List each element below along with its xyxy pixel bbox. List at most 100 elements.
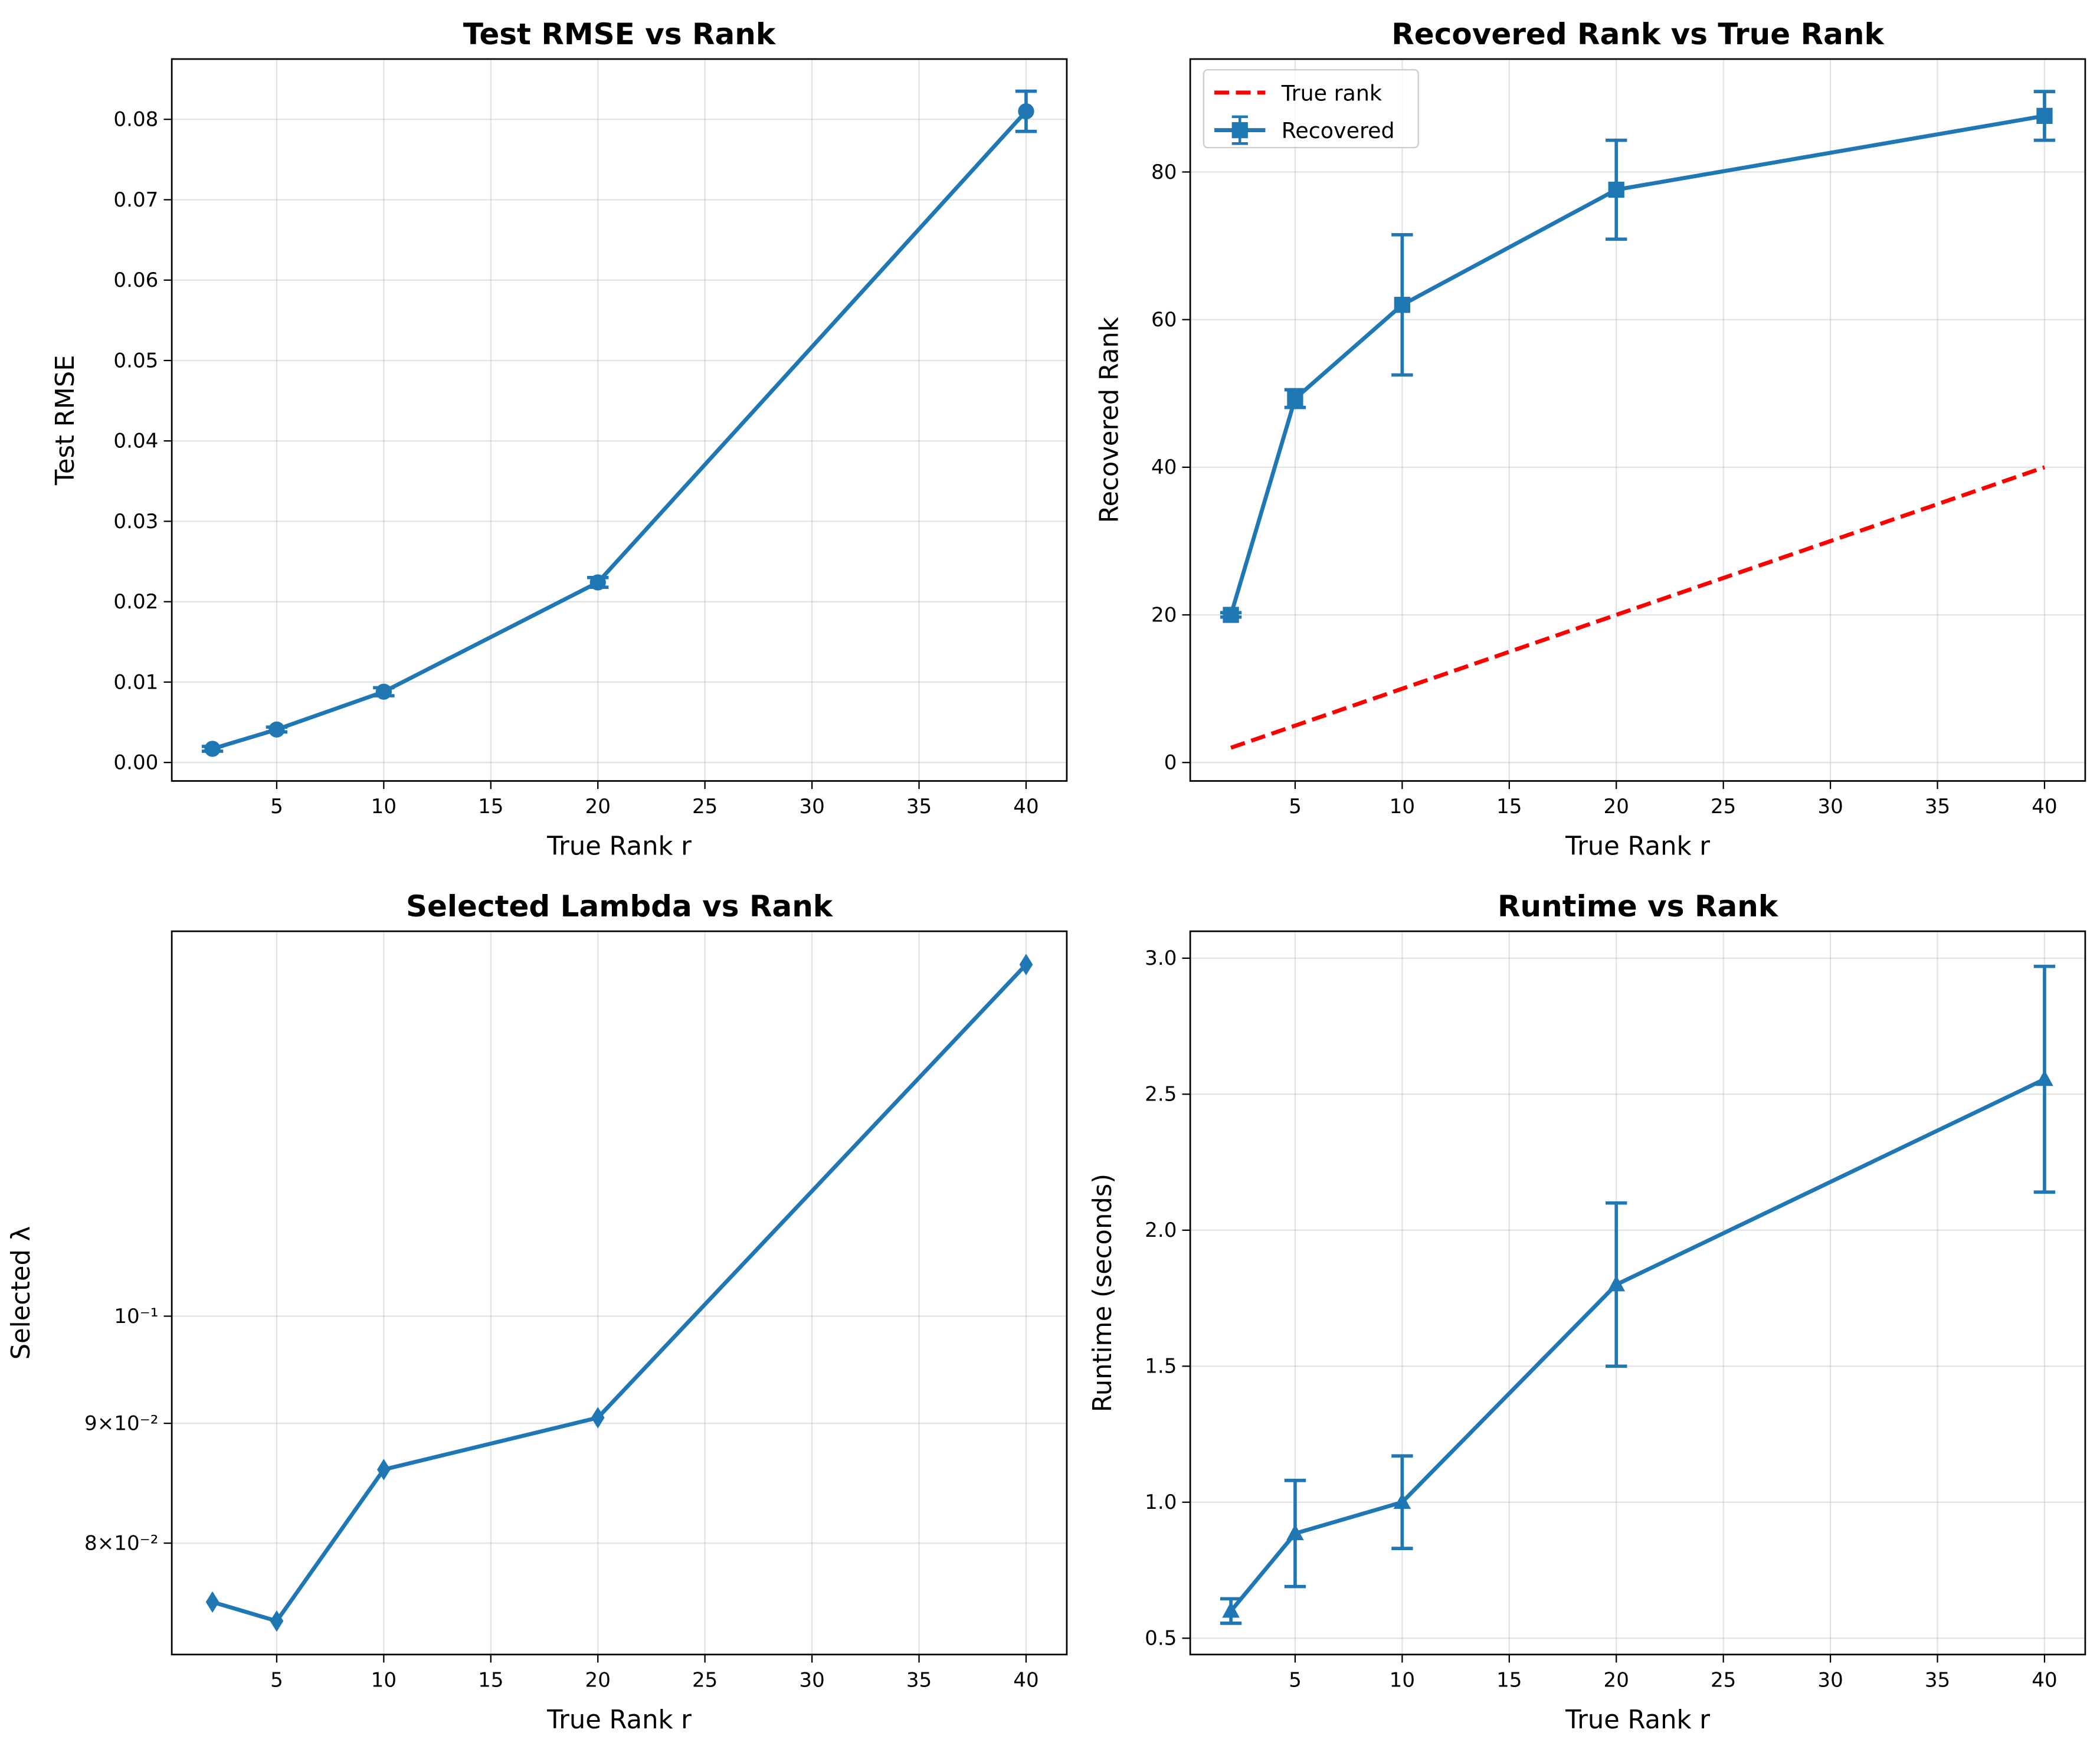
chart-title: Recovered Rank vs True Rank bbox=[1391, 17, 1885, 51]
y-tick-label: 0.06 bbox=[113, 268, 158, 292]
y-tick-label: 0 bbox=[1164, 751, 1177, 775]
marker bbox=[1019, 954, 1033, 975]
y-tick-label: 0.03 bbox=[113, 510, 158, 533]
y-axis-label: Recovered Rank bbox=[1095, 317, 1124, 523]
legend-label: True rank bbox=[1281, 81, 1382, 106]
series-line bbox=[212, 963, 1028, 1624]
marker bbox=[1231, 122, 1248, 139]
axes-frame bbox=[171, 58, 1068, 782]
axes-frame bbox=[171, 930, 1068, 1656]
x-tick-label: 25 bbox=[1711, 795, 1736, 818]
y-tick-label: 2.5 bbox=[1145, 1083, 1177, 1106]
x-tick-label: 30 bbox=[799, 795, 824, 818]
y-tick-label: 8×10⁻² bbox=[84, 1531, 158, 1555]
y-tick-label: 3.0 bbox=[1145, 946, 1177, 970]
y-tick-label: 2.0 bbox=[1145, 1219, 1177, 1242]
x-tick-label: 10 bbox=[1390, 1668, 1415, 1692]
y-tick-label: 0.05 bbox=[113, 349, 158, 372]
legend-label: Recovered bbox=[1282, 118, 1395, 143]
chart-title: Test RMSE vs Rank bbox=[463, 17, 777, 51]
x-tick-label: 20 bbox=[585, 795, 611, 818]
y-axis-label: Runtime (seconds) bbox=[1088, 1174, 1118, 1412]
y-tick-label: 1.5 bbox=[1145, 1355, 1177, 1378]
x-tick-label: 40 bbox=[2032, 1668, 2057, 1692]
x-tick-label: 5 bbox=[1289, 1668, 1302, 1692]
marker bbox=[270, 1610, 284, 1632]
series-line bbox=[1229, 1077, 2046, 1613]
marker bbox=[2036, 107, 2053, 125]
x-tick-label: 40 bbox=[1013, 1668, 1038, 1692]
y-tick-label: 80 bbox=[1151, 161, 1177, 184]
x-tick-label: 15 bbox=[478, 795, 503, 818]
y-tick-label: 0.08 bbox=[113, 108, 158, 132]
marker bbox=[377, 1459, 391, 1481]
y-tick-label: 0.00 bbox=[113, 751, 158, 775]
x-tick-label: 25 bbox=[692, 1668, 718, 1692]
x-tick-label: 20 bbox=[1604, 1668, 1629, 1692]
marker bbox=[204, 741, 221, 757]
y-axis-label: Selected λ bbox=[6, 1226, 36, 1360]
x-tick-label: 5 bbox=[1289, 795, 1302, 818]
x-tick-label: 10 bbox=[371, 1668, 397, 1692]
y-tick-label: 0.07 bbox=[113, 188, 158, 212]
marker bbox=[1286, 1524, 1304, 1541]
series-line bbox=[212, 110, 1028, 751]
x-tick-label: 40 bbox=[2032, 795, 2057, 818]
x-axis-label: True Rank r bbox=[546, 1705, 692, 1735]
y-tick-label: 0.02 bbox=[113, 590, 158, 614]
x-tick-label: 10 bbox=[371, 795, 397, 818]
x-tick-label: 35 bbox=[906, 795, 932, 818]
marker bbox=[205, 1591, 219, 1613]
y-tick-label: 10⁻¹ bbox=[114, 1305, 158, 1328]
y-tick-label: 40 bbox=[1151, 456, 1177, 479]
y-tick-label: 20 bbox=[1151, 603, 1177, 627]
marker bbox=[2036, 1070, 2053, 1086]
marker bbox=[1607, 1275, 1626, 1292]
marker bbox=[1608, 181, 1624, 198]
x-axis-label: True Rank r bbox=[1565, 832, 1710, 862]
marker bbox=[1223, 607, 1239, 623]
x-tick-label: 35 bbox=[906, 1668, 932, 1692]
marker bbox=[1018, 103, 1034, 120]
chart-title: Selected Lambda vs Rank bbox=[406, 889, 834, 923]
x-tick-label: 40 bbox=[1013, 795, 1038, 818]
x-tick-label: 15 bbox=[1496, 795, 1522, 818]
y-tick-label: 0.04 bbox=[113, 430, 158, 453]
x-axis-label: True Rank r bbox=[546, 832, 692, 862]
marker bbox=[375, 683, 392, 700]
x-tick-label: 30 bbox=[1817, 1668, 1843, 1692]
y-tick-label: 0.5 bbox=[1145, 1627, 1177, 1650]
series-line bbox=[1228, 114, 2045, 616]
marker bbox=[1394, 296, 1411, 313]
y-tick-label: 60 bbox=[1151, 308, 1177, 332]
marker bbox=[268, 721, 285, 738]
x-tick-label: 20 bbox=[1604, 795, 1629, 818]
x-tick-label: 30 bbox=[1817, 795, 1843, 818]
marker bbox=[1222, 1601, 1240, 1618]
x-tick-label: 30 bbox=[799, 1668, 824, 1692]
axes-frame bbox=[1189, 930, 2086, 1656]
x-tick-label: 15 bbox=[1496, 1668, 1522, 1692]
x-tick-label: 5 bbox=[270, 1668, 283, 1692]
y-tick-label: 1.0 bbox=[1145, 1491, 1177, 1514]
x-tick-label: 35 bbox=[1925, 795, 1950, 818]
marker bbox=[589, 574, 606, 591]
chart-title: Runtime vs Rank bbox=[1498, 889, 1779, 923]
x-tick-label: 5 bbox=[270, 795, 283, 818]
marker bbox=[1393, 1492, 1411, 1509]
x-axis-label: True Rank r bbox=[1565, 1705, 1710, 1735]
x-tick-label: 25 bbox=[692, 795, 718, 818]
x-tick-label: 10 bbox=[1390, 795, 1415, 818]
y-axis-label: Test RMSE bbox=[51, 355, 80, 486]
x-tick-label: 15 bbox=[478, 1668, 503, 1692]
marker bbox=[1287, 390, 1303, 407]
y-tick-label: 9×10⁻² bbox=[84, 1411, 158, 1435]
x-tick-label: 35 bbox=[1925, 1668, 1950, 1692]
x-tick-label: 25 bbox=[1711, 1668, 1736, 1692]
y-tick-label: 0.01 bbox=[113, 670, 158, 694]
x-tick-label: 20 bbox=[585, 1668, 611, 1692]
axes-frame bbox=[1189, 58, 2086, 782]
series-line bbox=[1230, 465, 2046, 750]
